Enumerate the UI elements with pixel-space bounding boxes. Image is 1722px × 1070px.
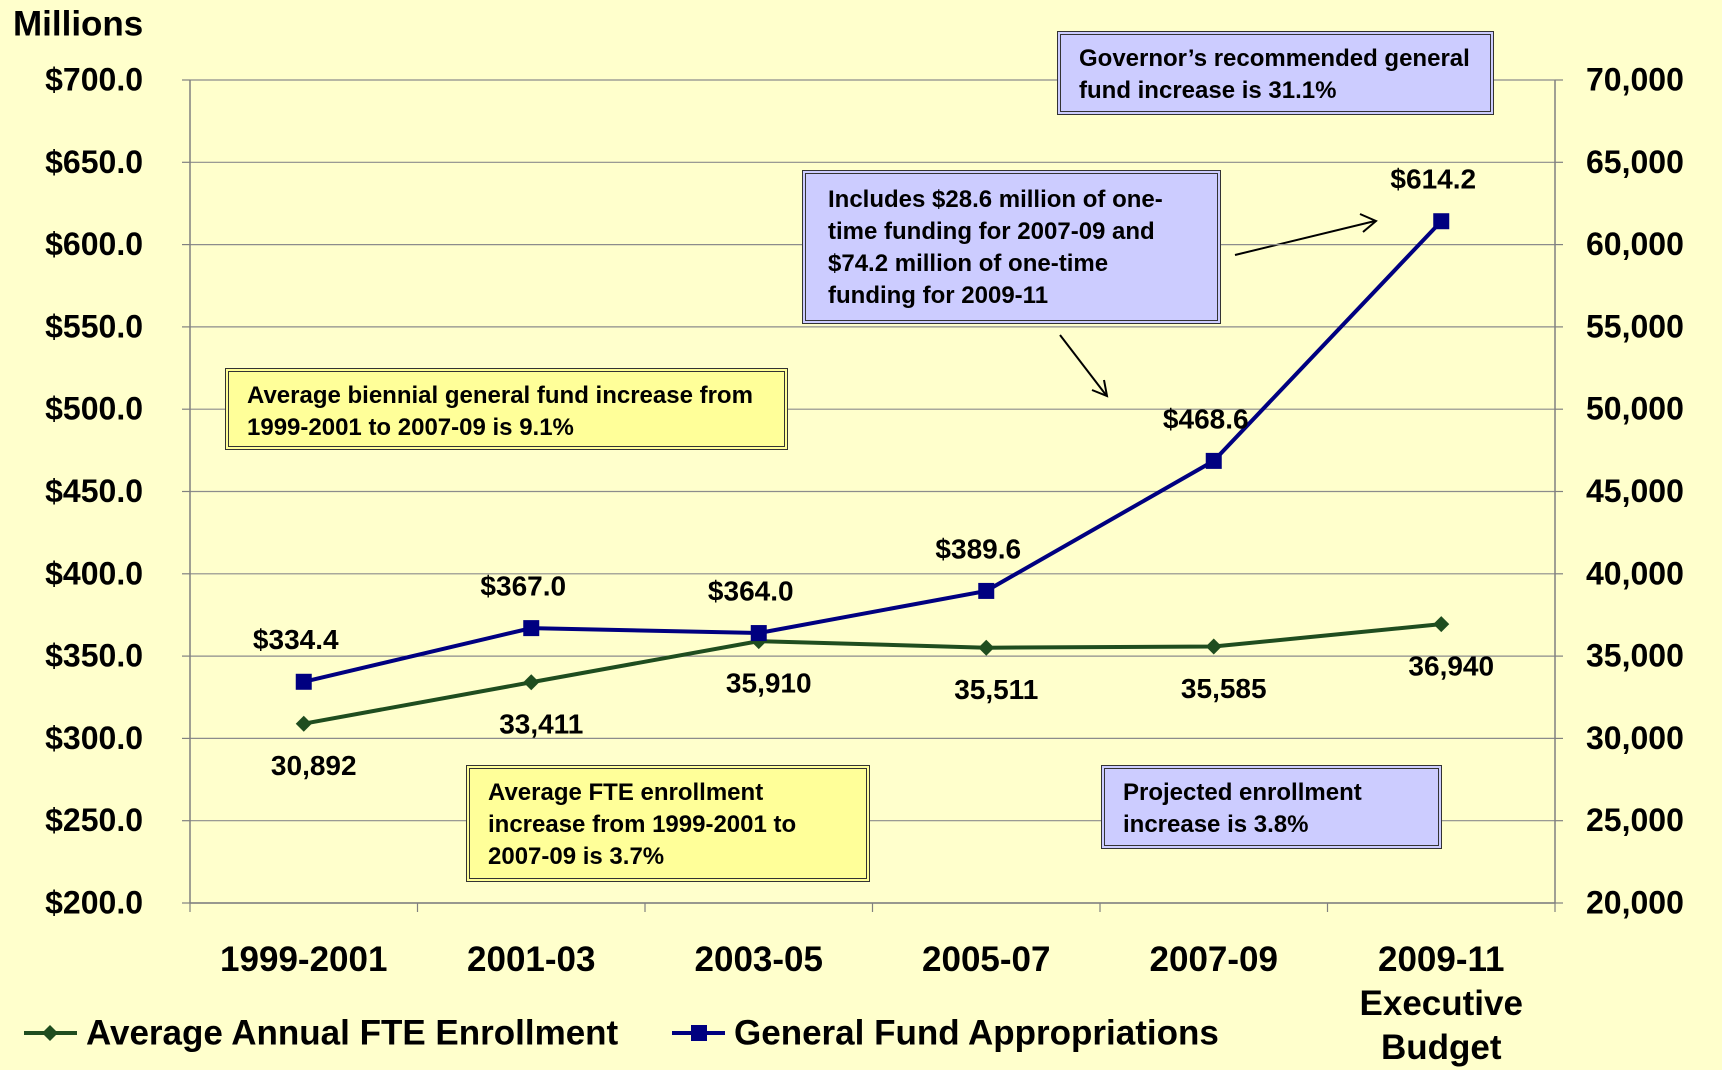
y-tick-label: $700.0	[45, 61, 143, 97]
arrow-head	[1359, 213, 1378, 233]
y-tick-label: $250.0	[45, 802, 143, 838]
annotation: Governor’s recommended general fund incr…	[1057, 31, 1494, 115]
legend-label: Average Annual FTE Enrollment	[86, 1013, 619, 1052]
y2-tick-label: 25,000	[1586, 802, 1684, 838]
data-label: $367.0	[480, 571, 566, 602]
y2-tick-label: 45,000	[1586, 473, 1684, 509]
annotation: Includes $28.6 million of one-time fundi…	[802, 170, 1221, 324]
annotation: Projected enrollment increase is 3.8%	[1101, 765, 1442, 849]
data-label: $334.4	[253, 624, 339, 655]
y-tick-label: $300.0	[45, 720, 143, 756]
data-label: $364.0	[708, 575, 794, 606]
y-tick-label: $550.0	[45, 308, 143, 344]
y2-tick-label: 50,000	[1586, 391, 1684, 427]
y2-tick-label: 55,000	[1586, 308, 1684, 344]
marker	[750, 625, 767, 642]
data-label: $614.2	[1390, 164, 1476, 195]
y2-tick-label: 40,000	[1586, 555, 1684, 591]
marker	[1205, 638, 1222, 655]
x-tick-label: 2009-11 Executive Budget	[1359, 940, 1523, 1067]
x-tick-label: 2007-09	[1149, 940, 1278, 979]
marker	[523, 674, 540, 691]
data-label: $468.6	[1163, 403, 1249, 434]
marker	[1205, 452, 1222, 469]
arrow	[1234, 220, 1376, 256]
y2-tick-label: 70,000	[1586, 61, 1684, 97]
annotation: Average biennial general fund increase f…	[225, 368, 788, 450]
x-tick-label: 2005-07	[922, 940, 1051, 979]
data-label: $389.6	[935, 533, 1021, 564]
data-label: 33,411	[499, 709, 583, 740]
x-tick-label: 1999-2001	[220, 940, 388, 979]
marker	[295, 715, 312, 732]
x-tick-label: 2003-05	[694, 940, 823, 979]
y-tick-label: $500.0	[45, 391, 143, 427]
legend-marker	[691, 1025, 707, 1041]
arrow	[1059, 334, 1107, 396]
marker	[978, 582, 995, 599]
y-tick-label: $650.0	[45, 144, 143, 180]
y-tick-label: $400.0	[45, 555, 143, 591]
y-axis-label: Millions	[13, 4, 143, 43]
x-tick-label: 2001-03	[467, 940, 596, 979]
marker	[978, 639, 995, 656]
legend-label: General Fund Appropriations	[734, 1013, 1219, 1052]
legend-marker	[42, 1025, 58, 1041]
series-line	[303, 219, 1443, 684]
y-tick-label: $600.0	[45, 226, 143, 262]
y-tick-label: $450.0	[45, 473, 143, 509]
marker	[295, 673, 312, 690]
y2-tick-label: 20,000	[1586, 884, 1684, 920]
y2-tick-label: 60,000	[1586, 226, 1684, 262]
data-label: 35,511	[954, 674, 1038, 705]
y2-tick-label: 65,000	[1586, 144, 1684, 180]
data-label: 35,585	[1181, 673, 1267, 704]
data-label: 30,892	[271, 750, 357, 781]
data-label: 36,940	[1408, 651, 1494, 682]
series-line	[303, 622, 1442, 726]
y2-tick-label: 30,000	[1586, 720, 1684, 756]
arrow-head	[1091, 379, 1109, 398]
y-tick-label: $350.0	[45, 638, 143, 674]
marker	[523, 620, 540, 637]
annotation: Average FTE enrollment increase from 199…	[466, 765, 870, 882]
marker	[1433, 213, 1450, 230]
data-label: 35,910	[726, 668, 812, 699]
y-tick-label: $200.0	[45, 884, 143, 920]
y2-tick-label: 35,000	[1586, 638, 1684, 674]
marker	[1433, 616, 1450, 633]
